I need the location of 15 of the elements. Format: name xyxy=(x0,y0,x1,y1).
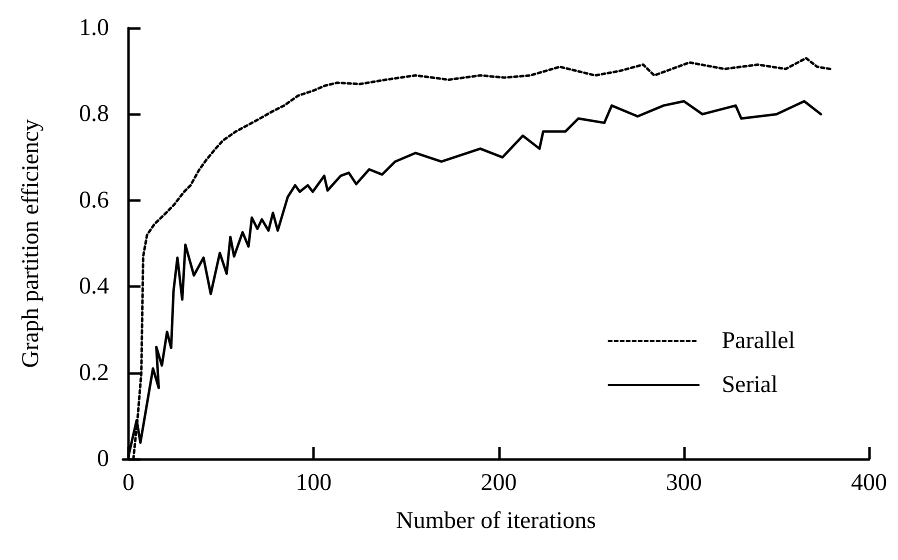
y-tick-label: 0.2 xyxy=(79,360,109,386)
y-tick-label: 1.0 xyxy=(79,15,109,41)
x-tick-label: 100 xyxy=(296,470,332,496)
y-tick-label: 0.8 xyxy=(79,101,109,128)
x-tick-label: 400 xyxy=(851,470,887,496)
x-tick-label: 300 xyxy=(666,470,702,496)
x-axis-title: Number of iterations xyxy=(396,508,596,534)
legend-label: Serial xyxy=(722,372,778,398)
y-tick-label: 0.6 xyxy=(79,187,109,214)
x-tick-label: 200 xyxy=(480,470,517,496)
y-axis-title: Graph partition efficiency xyxy=(18,119,44,368)
legend-label: Parallel xyxy=(722,328,796,354)
x-tick-label: 0 xyxy=(122,470,135,496)
y-tick-label: 0.4 xyxy=(79,274,109,300)
y-tick-label: 0 xyxy=(97,446,109,472)
